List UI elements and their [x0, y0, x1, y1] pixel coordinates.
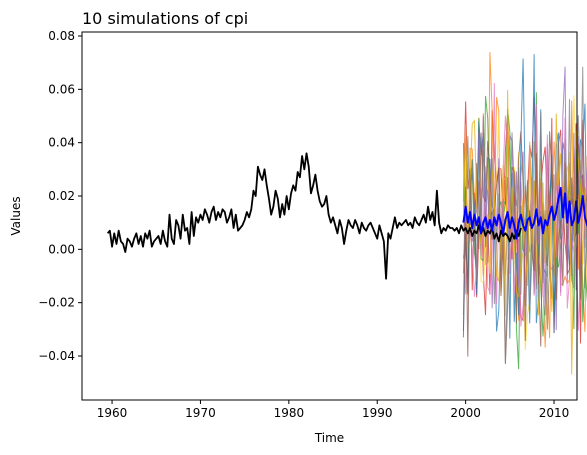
y-tick-label: −0.04: [38, 349, 75, 363]
x-tick-label: 1990: [362, 406, 393, 420]
x-tick-label: 1980: [274, 406, 305, 420]
historical-line: [106, 152, 522, 280]
plot-area: [81, 31, 587, 401]
simulation-mean-series: [462, 187, 587, 240]
y-tick-label: −0.02: [38, 296, 75, 310]
simulation-line-10: [462, 89, 587, 375]
x-tick-label: 1960: [97, 406, 128, 420]
y-tick-label: 0.06: [48, 82, 75, 96]
y-tick-label: 0.08: [48, 29, 75, 43]
simulation-mean-line: [462, 187, 587, 240]
simulation-line-1: [462, 96, 587, 344]
x-tick-label: 2000: [450, 406, 481, 420]
simulation-lines: [462, 52, 587, 375]
y-tick-label: 0.02: [48, 189, 75, 203]
y-tick-label: 0.04: [48, 136, 75, 150]
y-axis: −0.04 −0.02 0.00 0.02 0.04 0.06 0.08: [38, 29, 82, 363]
y-axis-label: Values: [9, 196, 23, 235]
x-tick-label: 2010: [539, 406, 570, 420]
chart-title: 10 simulations of cpi: [82, 9, 248, 28]
y-tick-label: 0.00: [48, 242, 75, 256]
x-axis-label: Time: [314, 431, 344, 445]
historical-series: [106, 152, 522, 280]
x-tick-label: 1970: [185, 406, 216, 420]
x-axis: 1960 1970 1980 1990 2000 2010: [97, 400, 570, 420]
plot-border: [81, 31, 578, 401]
